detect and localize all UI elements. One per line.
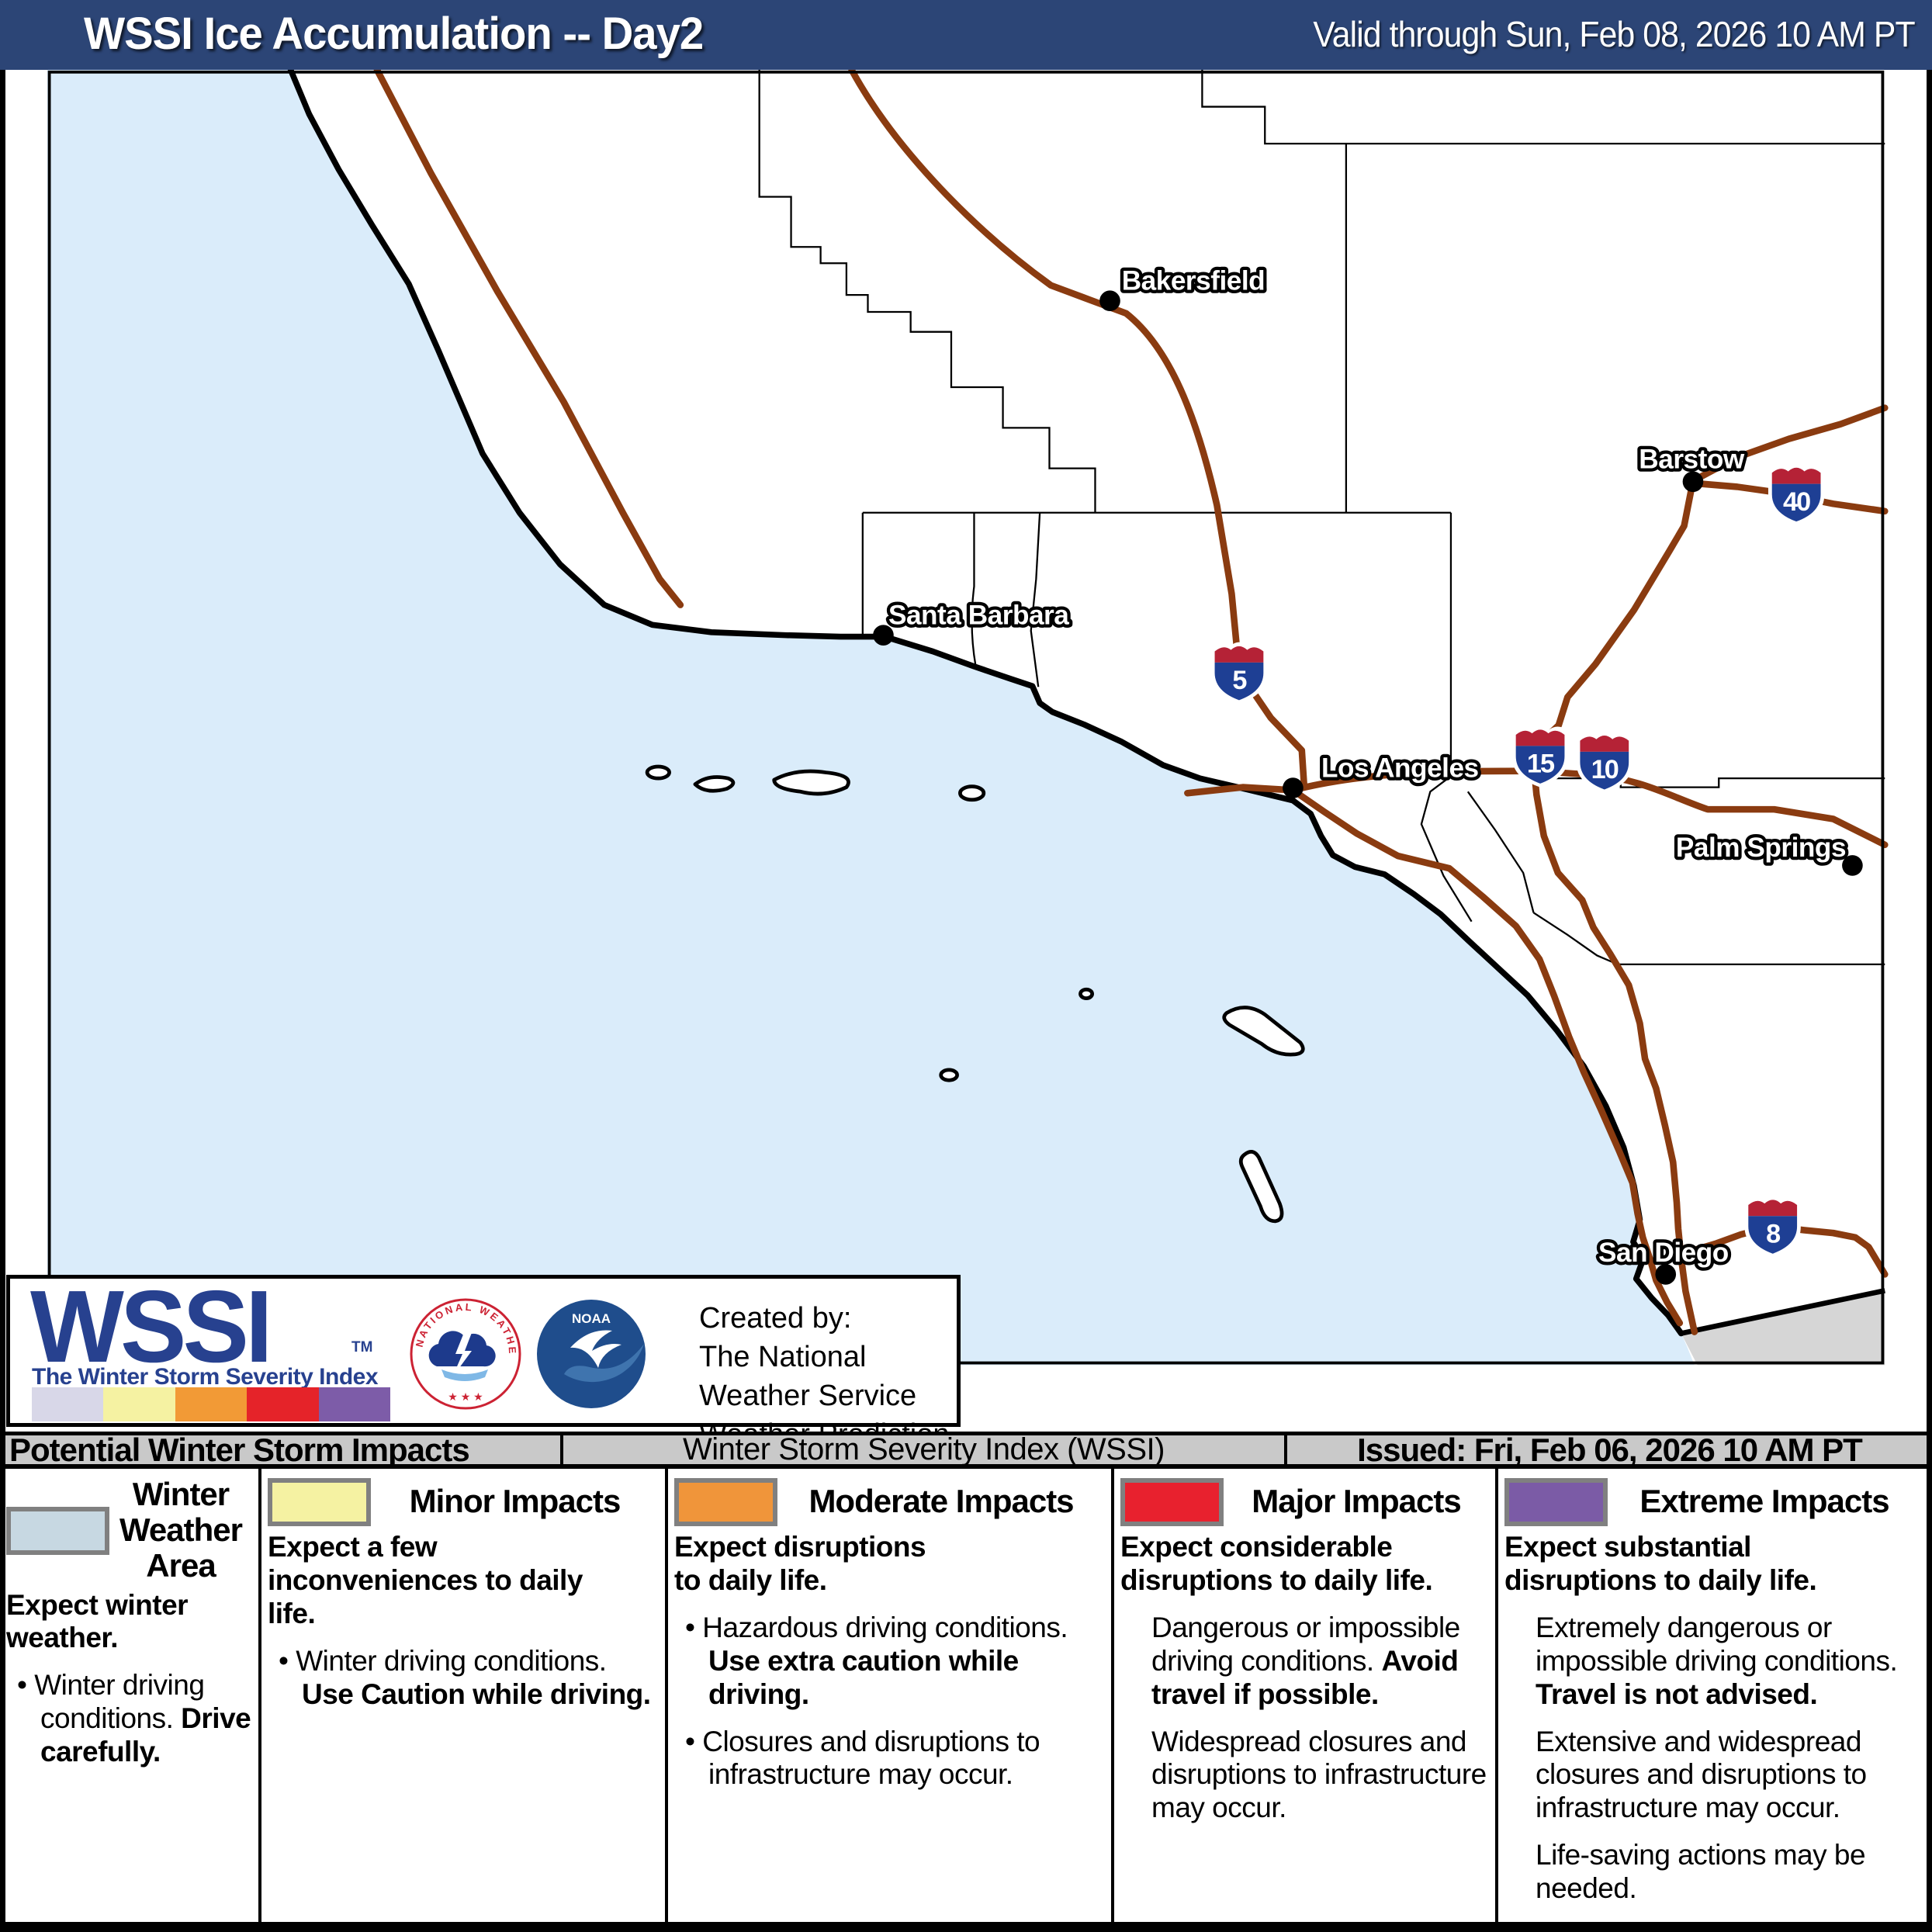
county-boundaries [758, 70, 1885, 966]
major-impacts-title: Major Impacts [1252, 1482, 1461, 1519]
extreme-impacts-intro: Expect substantial disruptions to daily … [1504, 1531, 1817, 1596]
svg-text:★ ★ ★: ★ ★ ★ [448, 1390, 483, 1403]
city-label: Santa Barbara [888, 600, 1069, 630]
coastline [287, 67, 1684, 1337]
map-frame [47, 70, 1885, 1365]
city-label: Bakersfield [1122, 265, 1265, 296]
moderate-impacts-intro: Expect disruptions to daily life. [674, 1531, 926, 1596]
interstate-8-shield-icon: 8 [1744, 1196, 1801, 1258]
city-dot [873, 625, 894, 646]
legend-header-left: Potential Winter Storm Impacts [9, 1431, 470, 1468]
interstate-shields: 5 40 15 10 8 [1210, 463, 1825, 1258]
city-label: Barstow [1639, 445, 1745, 475]
extreme-impacts-item-0: Extremely dangerous or impossible drivin… [1536, 1611, 1898, 1710]
pacific-ocean [47, 70, 1695, 1366]
page-frame-right [1927, 70, 1932, 1932]
winter-weather-area-title: Winter Weather Area [119, 1476, 243, 1584]
moderate-impacts-item-0: • Hazardous driving conditions. Use extr… [685, 1611, 1068, 1710]
wssi-tagline: The Winter Storm Severity Index [32, 1364, 379, 1390]
created-by-text: Created by: The National Weather Service… [699, 1302, 949, 1491]
route-number: 10 [1591, 755, 1619, 784]
title-bar: WSSI Ice Accumulation -- Day2 Valid thro… [0, 0, 1932, 70]
minor-impacts-intro: Expect a few inconveniences to daily lif… [268, 1531, 583, 1629]
city-dot [1842, 855, 1863, 876]
wssi-strip-color-3 [247, 1387, 319, 1421]
winter-weather-area-item-0: • Winter driving conditions. Drive caref… [17, 1669, 251, 1768]
route-number: 15 [1527, 750, 1555, 779]
map-area: 5 40 15 10 8 Bakersfield Santa Barbara Los Ang… [0, 66, 1932, 1432]
nws-logo-icon: NATIONAL WEATHER SERVICE ★ ★ ★ [398, 1283, 521, 1410]
california-map: 5 40 15 10 8 Bakersfield Santa Barbara Los Ang… [47, 66, 1889, 1366]
moderate-impacts-swatch [674, 1478, 777, 1526]
legend-column-major-impacts: Major Impacts Expect considerable disrupt… [1111, 1469, 1495, 1922]
route-number: 40 [1783, 487, 1810, 517]
major-impacts-item-1: Widespread closures and disruptions to i… [1151, 1725, 1487, 1824]
winter-weather-area-swatch [6, 1507, 109, 1556]
wssi-strip-color-0 [32, 1387, 104, 1421]
legend-header-center: Winter Storm Severity Index (WSSI) [683, 1432, 1165, 1466]
city-bakersfield: Bakersfield [1099, 262, 1269, 312]
legend-header-bar: Potential Winter Storm Impacts Winter St… [0, 1432, 1932, 1469]
winter-weather-area-intro: Expect winter weather. [6, 1588, 189, 1654]
city-los-angeles: Los Angeles [1283, 750, 1482, 798]
legend-body: Winter Weather Area Expect winter weather… [0, 1469, 1932, 1932]
wssi-strip-color-4 [318, 1387, 391, 1421]
minor-impacts-title: Minor Impacts [409, 1482, 621, 1519]
city-dot [1099, 290, 1120, 312]
legend-column-minor-impacts: Minor Impacts Expect a few inconveniences… [258, 1469, 665, 1922]
legend-column-winter-weather-area: Winter Weather Area Expect winter weather… [0, 1469, 258, 1922]
wssi-severity-color-strip [32, 1387, 391, 1421]
us-mexico-border [1681, 1288, 1885, 1336]
wssi-trademark: TM [351, 1339, 373, 1356]
legend-header-issued: Issued: Fri, Feb 06, 2026 10 AM PT [1357, 1431, 1863, 1468]
interstate-10-shield-icon: 10 [1576, 731, 1633, 794]
minor-impacts-item-0: • Winter driving conditions. Use Caution… [279, 1644, 651, 1710]
city-label: Palm Springs [1676, 833, 1846, 863]
interstate-5-shield-icon: 5 [1210, 642, 1268, 705]
wssi-logo-text: WSSI [30, 1269, 273, 1383]
city-dot [1283, 777, 1304, 798]
city-markers: Bakersfield Santa Barbara Los Angeles Barst… [873, 262, 1863, 1285]
city-label: San Diego [1598, 1238, 1729, 1268]
noaa-logo-icon: NOAA [537, 1300, 646, 1408]
major-impacts-item-0: Dangerous or impossible driving conditio… [1151, 1611, 1460, 1710]
legend-column-extreme-impacts: Extreme Impacts Expect substantial disrup… [1495, 1469, 1927, 1922]
route-number: 5 [1232, 666, 1247, 695]
minor-impacts-swatch [268, 1478, 371, 1526]
agency-logos: NATIONAL WEATHER SERVICE ★ ★ ★ NOAA [398, 1283, 646, 1410]
channel-islands [645, 764, 1305, 1224]
legend-column-moderate-impacts: Moderate Impacts Expect disruptions to da… [665, 1469, 1111, 1922]
interstate-15-shield-icon: 15 [1511, 725, 1569, 788]
highways [373, 66, 1889, 1335]
wssi-logo-box: WSSI TM The Winter Storm Severity Index … [6, 1269, 961, 1491]
mexico-area [1681, 1290, 1885, 1366]
major-impacts-swatch [1120, 1478, 1224, 1526]
city-palm-springs: Palm Springs [1673, 829, 1863, 876]
city-san-diego: San Diego [1595, 1234, 1733, 1285]
city-dot [1682, 471, 1704, 493]
wssi-strip-color-1 [103, 1387, 175, 1421]
page-title: WSSI Ice Accumulation -- Day2 [84, 9, 704, 59]
noaa-logo-text: NOAA [572, 1311, 611, 1326]
extreme-impacts-swatch [1504, 1478, 1608, 1526]
city-dot [1655, 1264, 1677, 1285]
major-impacts-intro: Expect considerable disruptions to daily… [1120, 1531, 1433, 1596]
extreme-impacts-title: Extreme Impacts [1639, 1482, 1889, 1519]
city-santa-barbara: Santa Barbara [873, 597, 1073, 646]
route-number: 8 [1766, 1219, 1780, 1248]
extreme-impacts-item-2: Life-saving actions may be needed. [1536, 1839, 1866, 1905]
page-frame-left [0, 70, 5, 1932]
wssi-strip-color-2 [175, 1387, 248, 1421]
extreme-impacts-item-1: Extensive and widespread closures and di… [1536, 1725, 1867, 1824]
moderate-impacts-item-1: • Closures and disruptions to infrastruc… [685, 1725, 1040, 1791]
moderate-impacts-title: Moderate Impacts [808, 1482, 1074, 1519]
city-barstow: Barstow [1636, 441, 1749, 493]
valid-through-text: Valid through Sun, Feb 08, 2026 10 AM PT [1313, 14, 1916, 54]
city-label: Los Angeles [1321, 753, 1479, 783]
interstate-40-shield-icon: 40 [1768, 463, 1825, 525]
